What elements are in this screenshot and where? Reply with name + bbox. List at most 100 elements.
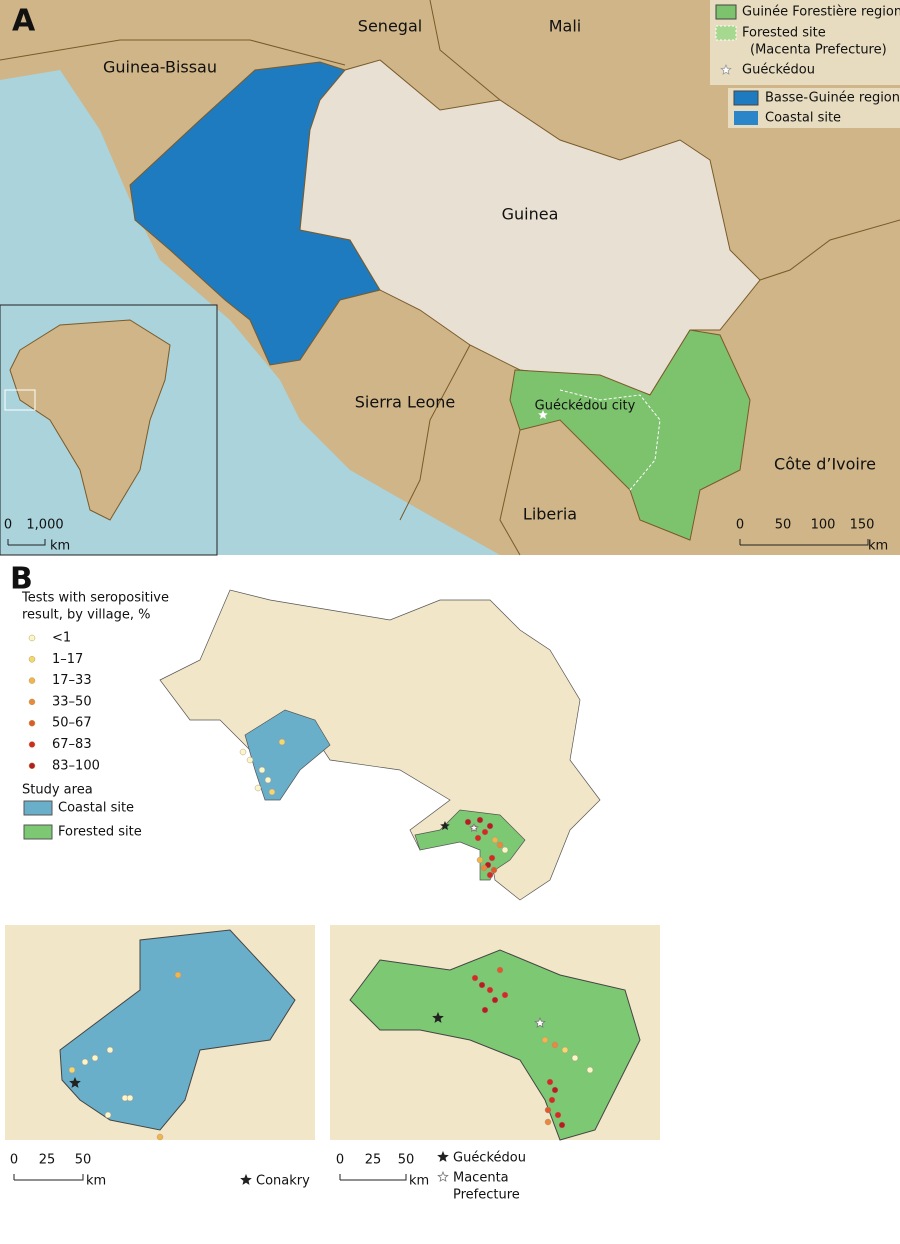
scale-label: 50 xyxy=(75,1153,92,1168)
legend-dot xyxy=(28,656,36,663)
legend-swatch xyxy=(715,25,737,41)
village xyxy=(546,1078,554,1086)
scale-label: 100 xyxy=(811,518,836,533)
village xyxy=(551,1041,559,1049)
scale-bar xyxy=(7,539,46,546)
village xyxy=(558,1121,566,1129)
star xyxy=(437,1150,449,1162)
legend-label: Forested site xyxy=(58,825,142,840)
legend-label: Coastal site xyxy=(58,801,134,816)
legend-label: 83–100 xyxy=(52,758,100,773)
scale-label: 0 xyxy=(336,1153,344,1168)
legend-dot xyxy=(28,719,36,727)
scale-bar xyxy=(13,1174,84,1181)
country-label: Sierra Leone xyxy=(355,393,455,412)
country-label: Senegal xyxy=(358,17,422,36)
village xyxy=(486,986,494,994)
village xyxy=(491,836,499,844)
village xyxy=(81,1058,89,1066)
village xyxy=(104,1111,112,1119)
legend-label: Guéckédou xyxy=(453,1151,526,1166)
village xyxy=(481,1006,489,1014)
panel-label: A xyxy=(12,4,36,39)
forested-site-border xyxy=(559,389,661,491)
border xyxy=(399,344,471,521)
scale-unit: km xyxy=(409,1174,429,1189)
village xyxy=(544,1118,552,1126)
village xyxy=(501,991,509,999)
legend-dot xyxy=(28,762,36,770)
village xyxy=(544,1106,552,1114)
village xyxy=(268,788,276,796)
village xyxy=(464,818,472,826)
village xyxy=(486,871,494,879)
legend-label: Conakry xyxy=(256,1174,310,1189)
village xyxy=(91,1054,99,1062)
village xyxy=(278,738,286,746)
scale-label: 0 xyxy=(10,1153,18,1168)
village xyxy=(106,1046,114,1054)
village xyxy=(156,1133,164,1141)
label: Forested site xyxy=(742,26,826,41)
village xyxy=(476,816,484,824)
scale-unit: km xyxy=(86,1174,106,1189)
forested-area xyxy=(349,949,641,1141)
legend-dot xyxy=(28,741,36,748)
legend-a xyxy=(710,0,900,85)
village xyxy=(554,1111,562,1119)
scale-label: 50 xyxy=(398,1153,415,1168)
guinea xyxy=(299,59,761,396)
scale-bar xyxy=(339,1174,407,1181)
label: Basse-Guinée region xyxy=(765,91,900,106)
village xyxy=(68,1066,76,1074)
star xyxy=(240,1173,252,1185)
label: (Macenta Prefecture) xyxy=(750,43,887,58)
legend-swatch xyxy=(23,800,53,816)
village xyxy=(476,856,484,864)
legend-swatch xyxy=(733,90,759,106)
legend-label: 1–17 xyxy=(52,652,83,667)
village xyxy=(490,866,498,874)
star xyxy=(69,1076,81,1088)
star xyxy=(720,63,732,75)
scale-label: 1,000 xyxy=(26,518,63,533)
village xyxy=(486,822,494,830)
scale-label: 25 xyxy=(39,1153,56,1168)
scale-label: 25 xyxy=(365,1153,382,1168)
star xyxy=(437,1170,449,1182)
village xyxy=(501,846,509,854)
village xyxy=(491,996,499,1004)
label: Guéckédou xyxy=(742,63,815,78)
legend-label: 67–83 xyxy=(52,737,92,752)
village xyxy=(561,1046,569,1054)
legend-title: Tests with seropositive xyxy=(21,591,169,606)
country-label: Côte d’Ivoire xyxy=(774,455,876,474)
star xyxy=(538,410,548,420)
country-label: Guinea-Bissau xyxy=(103,58,217,77)
village xyxy=(480,864,488,872)
border xyxy=(0,39,346,66)
scale-label: 50 xyxy=(775,518,792,533)
village xyxy=(571,1054,579,1062)
border xyxy=(759,219,900,281)
village xyxy=(254,784,262,792)
village xyxy=(551,1086,559,1094)
border xyxy=(499,429,521,556)
village xyxy=(481,828,489,836)
panel-label: B xyxy=(10,562,33,597)
scale-unit: km xyxy=(868,539,888,554)
legend-title: result, by village, % xyxy=(22,608,150,623)
legend-label: <1 xyxy=(52,631,71,646)
border xyxy=(429,0,501,101)
village xyxy=(586,1066,594,1074)
country-label: Mali xyxy=(549,17,582,36)
scale-label: 150 xyxy=(850,518,875,533)
star xyxy=(469,823,479,833)
legend-dot xyxy=(28,634,36,642)
village xyxy=(474,834,482,842)
star xyxy=(432,1011,444,1023)
city-label: Guéckédou city xyxy=(535,399,636,414)
legend-dot xyxy=(28,698,36,706)
legend-label: Macenta xyxy=(453,1171,509,1186)
